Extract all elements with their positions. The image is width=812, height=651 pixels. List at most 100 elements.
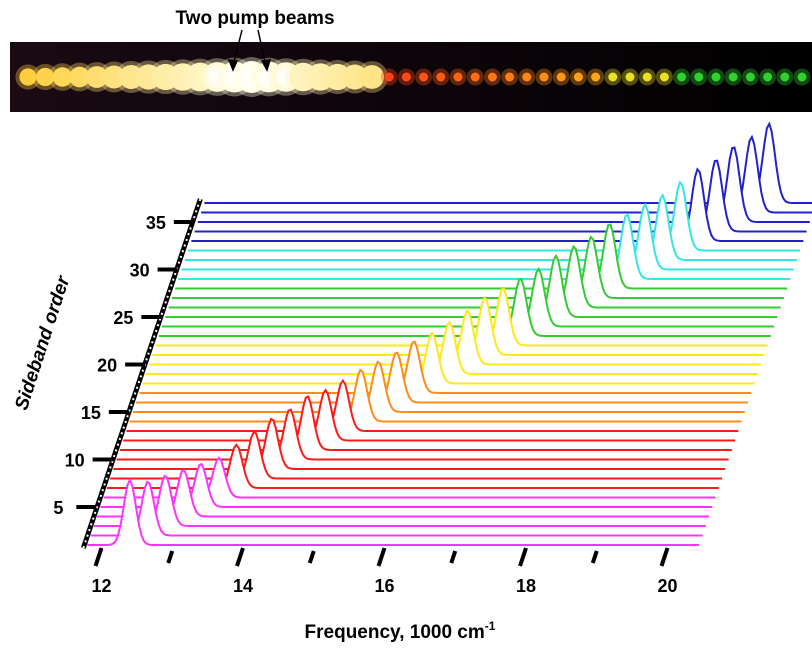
photo-dot (625, 72, 635, 82)
trace (142, 331, 755, 385)
photo-dot (522, 72, 532, 82)
trace (119, 395, 732, 451)
y-tick-label: 15 (81, 403, 101, 423)
trace (113, 417, 726, 470)
photo-dot (401, 72, 411, 82)
x-axis-label: Frequency, 1000 cm-1 (305, 619, 496, 643)
photo-dot (591, 72, 601, 82)
trace (93, 474, 706, 527)
photo-dot (85, 66, 108, 88)
trace-fill (113, 419, 726, 469)
trace (181, 202, 794, 271)
photo-dot (360, 65, 384, 89)
x-minor-tick (449, 550, 458, 564)
x-minor-tick (590, 550, 599, 564)
trace-fill (123, 390, 736, 441)
traces (87, 121, 812, 546)
photo-dot (52, 67, 73, 87)
annotation: Two pump beams (175, 8, 334, 29)
trace (184, 193, 797, 261)
trace (168, 244, 781, 309)
trace (90, 480, 703, 537)
trace (175, 223, 788, 290)
photo-dot (69, 66, 90, 88)
trace (145, 320, 758, 375)
trace (178, 213, 791, 280)
trace-fill (97, 470, 710, 517)
photo-dot (677, 72, 687, 82)
trace (126, 378, 739, 432)
y-tick-label: 10 (65, 451, 85, 471)
photo-dot (745, 72, 755, 82)
photo-dot (119, 64, 144, 90)
trace-fill (119, 396, 732, 450)
photo-dot (36, 67, 55, 87)
trace-fill (194, 160, 807, 232)
trace (116, 408, 729, 461)
photo-dot (342, 64, 368, 90)
y-tick-label: 5 (53, 498, 63, 518)
trace (188, 180, 801, 252)
photo-dot (642, 72, 652, 82)
photo-dot (453, 72, 463, 82)
photo-dot (19, 68, 37, 86)
trace (100, 462, 713, 508)
x-minor-tick (166, 550, 175, 564)
photo-dot (384, 72, 394, 82)
y-tick-label: 35 (146, 213, 166, 233)
y-tick-label: 25 (113, 308, 133, 328)
x-tick-label: 14 (233, 576, 253, 596)
trace-fill (116, 409, 729, 460)
photo-dot (419, 72, 429, 82)
x-tick-label: 16 (374, 576, 394, 596)
trace-fill (126, 380, 739, 431)
photo-dot (711, 72, 721, 82)
trace (132, 360, 745, 413)
trace (171, 235, 784, 299)
x-tick (376, 547, 387, 567)
photo-dot (659, 72, 669, 82)
x-tick (659, 547, 670, 567)
trace (123, 388, 736, 442)
x-tick-label: 12 (91, 576, 111, 596)
photo-dot (436, 72, 446, 82)
y-axis-label: Sideband order (11, 272, 75, 413)
trace-fill (110, 432, 723, 479)
x-minor-tick (307, 550, 316, 564)
trace (191, 167, 804, 242)
photo-dots (15, 57, 811, 97)
y-tick-label: 20 (97, 356, 117, 376)
photo-dot (797, 72, 807, 82)
trace-fill (90, 482, 703, 536)
y-tick-label: 30 (130, 261, 150, 281)
trace-fill (188, 182, 801, 251)
photo-dot (608, 72, 618, 82)
photo-dot (556, 72, 566, 82)
x-tick-label: 18 (516, 576, 536, 596)
annotation-arrows (227, 29, 272, 72)
y-axis-stripes (82, 198, 202, 549)
photo-dot (728, 72, 738, 82)
photo-dot (780, 72, 790, 82)
photo-dot (470, 72, 480, 82)
photo-dot (763, 72, 773, 82)
x-axis-label-superscript: -1 (485, 619, 496, 633)
photo-dot (505, 72, 515, 82)
trace-fill (145, 322, 758, 374)
trace-fill (201, 137, 812, 213)
trace (136, 351, 749, 404)
trace (87, 477, 700, 546)
trace (129, 368, 742, 423)
axes: 5 10 15 20 25 30 35 12 14 16 18 20 (53, 198, 678, 596)
photo-dot (573, 72, 583, 82)
x-tick (518, 547, 528, 567)
photo-dot (539, 72, 549, 82)
photo-dot (694, 72, 704, 82)
x-axis-label-text: Frequency, 1000 cm (305, 622, 485, 643)
trace (97, 468, 710, 518)
x-tick-label: 20 (657, 576, 677, 596)
photo-dot (487, 72, 497, 82)
trace (139, 340, 752, 394)
photo-dot (102, 65, 126, 89)
